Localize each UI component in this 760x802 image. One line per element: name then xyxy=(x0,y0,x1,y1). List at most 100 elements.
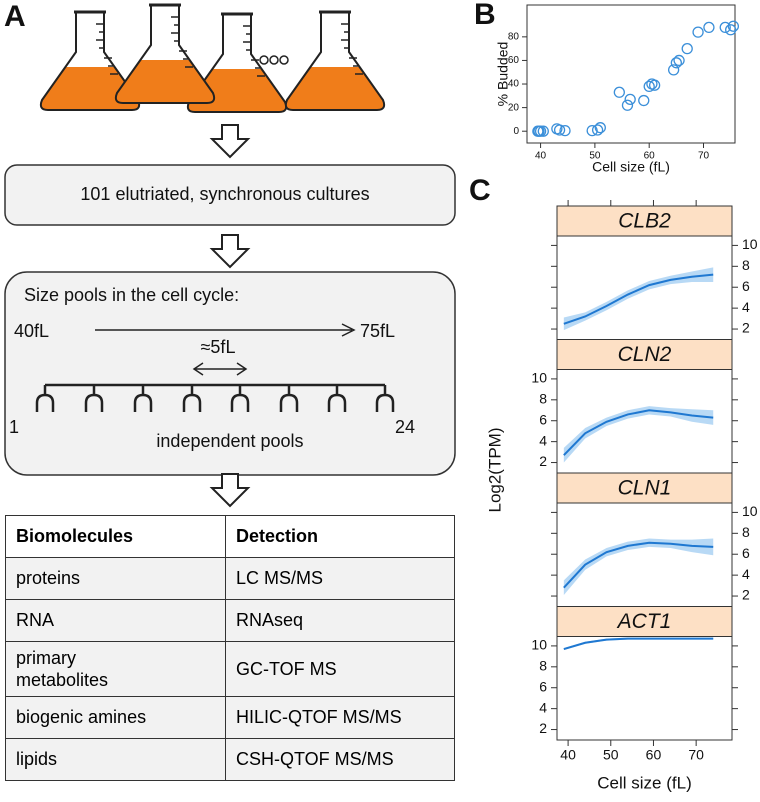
step-box xyxy=(4,164,456,226)
facet-title: CLN2 xyxy=(618,343,672,366)
pool-comb xyxy=(35,383,395,412)
y-axis-label: % Budded xyxy=(495,42,511,107)
facet-title: CLB2 xyxy=(618,210,671,233)
point xyxy=(681,42,693,55)
flask xyxy=(284,10,386,112)
y-tick-label: 2 xyxy=(742,587,750,603)
y-tick-label: 4 xyxy=(742,299,750,315)
header-cell: Detection xyxy=(225,515,455,558)
arrow xyxy=(211,473,249,507)
panel-label: A xyxy=(4,0,26,33)
fit-line xyxy=(563,273,714,325)
y-tick-label: 10 xyxy=(531,370,547,386)
y-tick-label: 6 xyxy=(742,545,750,561)
y-tick-label: 2 xyxy=(539,453,547,469)
point xyxy=(586,124,598,137)
pools-title: Size pools in the cell cycle: xyxy=(24,285,239,305)
y-tick-label: 8 xyxy=(539,391,547,407)
x-axis-label: Cell size (fL) xyxy=(592,159,670,175)
x-axis-label: Cell size (fL) xyxy=(597,773,691,792)
point xyxy=(624,93,636,106)
x-tick-label: 40 xyxy=(535,151,547,162)
point xyxy=(727,20,740,32)
confidence-band xyxy=(563,538,714,595)
header-cell: Biomolecules xyxy=(5,515,226,558)
cell-wrap: primary metabolites xyxy=(5,641,226,697)
point xyxy=(559,124,571,137)
point xyxy=(613,86,625,98)
cell: LC MS/MS xyxy=(225,557,455,600)
table-row: primary metabolites GC-TOF MS xyxy=(5,641,455,697)
cell: lipids xyxy=(5,738,226,781)
confidence-band xyxy=(563,267,714,331)
point xyxy=(648,79,661,91)
y-tick-label: 2 xyxy=(742,320,750,336)
y-tick-label: 10 xyxy=(531,637,547,653)
cell: primary metabolites xyxy=(16,648,109,690)
x-tick-label: 50 xyxy=(589,151,601,162)
pools-caption: independent pools xyxy=(156,431,303,451)
y-tick-label: 80 xyxy=(508,31,520,42)
arrow xyxy=(211,124,249,158)
y-tick-label: 6 xyxy=(742,278,750,294)
y-tick-label: 20 xyxy=(508,102,520,113)
facet-strip xyxy=(556,205,733,237)
y-tick-label: 60 xyxy=(508,55,520,66)
arrow xyxy=(211,234,249,268)
cell: CSH-QTOF MS/MS xyxy=(225,738,455,781)
y-tick-label: 2 xyxy=(539,720,547,736)
point xyxy=(638,94,650,107)
plot-frame xyxy=(526,4,736,144)
table-row: lipids CSH-QTOF MS/MS xyxy=(5,738,455,781)
x-tick-label: 70 xyxy=(698,151,710,162)
x-tick-label: 60 xyxy=(646,747,662,763)
ellipsis xyxy=(259,55,289,65)
y-tick-label: 6 xyxy=(539,411,547,427)
y-tick-label: 10 xyxy=(742,236,758,252)
y-tick-label: 8 xyxy=(742,257,750,273)
point xyxy=(594,122,606,134)
fit-line xyxy=(563,637,714,651)
fit-line xyxy=(563,409,714,456)
y-tick-label: 6 xyxy=(539,678,547,694)
cell: HILIC-QTOF MS/MS xyxy=(225,696,455,739)
table-row: biogenic amines HILIC-QTOF MS/MS xyxy=(5,696,455,739)
facet-strip xyxy=(556,606,733,637)
cell: biogenic amines xyxy=(5,696,226,739)
pool-width: ≈5fL xyxy=(201,337,236,357)
point xyxy=(591,124,604,136)
point xyxy=(673,54,685,67)
pool-last: 24 xyxy=(395,417,415,437)
facet-title: ACT1 xyxy=(616,610,672,633)
point xyxy=(537,125,549,137)
point xyxy=(692,26,704,38)
pool-first: 1 xyxy=(9,417,19,437)
size-arrow xyxy=(95,323,356,337)
point xyxy=(553,124,566,136)
point xyxy=(719,21,731,34)
fit-line xyxy=(563,541,714,589)
step-text: 101 elutriated, synchronous cultures xyxy=(80,184,369,204)
cell: RNAseq xyxy=(225,599,455,642)
point xyxy=(725,24,737,36)
y-tick-label: 4 xyxy=(539,432,547,448)
point xyxy=(670,57,682,69)
facet-strip xyxy=(556,339,733,370)
cell: RNA xyxy=(5,599,226,642)
flask xyxy=(114,3,216,105)
cell: GC-TOF MS xyxy=(225,641,455,697)
table-row: RNA RNAseq xyxy=(5,599,455,642)
point xyxy=(667,64,680,76)
y-axis-label: Log2(TPM) xyxy=(485,427,504,512)
facet-strip xyxy=(556,472,733,504)
point xyxy=(643,80,655,93)
x-tick-label: 60 xyxy=(644,151,656,162)
point xyxy=(621,99,634,111)
table-row: proteins LC MS/MS xyxy=(5,557,455,600)
table-header: Biomolecules Detection xyxy=(5,515,455,558)
y-tick-label: 4 xyxy=(742,566,750,582)
size-start: 40fL xyxy=(14,321,49,341)
x-tick-label: 40 xyxy=(560,747,576,763)
methods-table: Biomolecules Detection proteins LC MS/MS … xyxy=(5,515,455,781)
y-tick-label: 0 xyxy=(513,126,519,137)
